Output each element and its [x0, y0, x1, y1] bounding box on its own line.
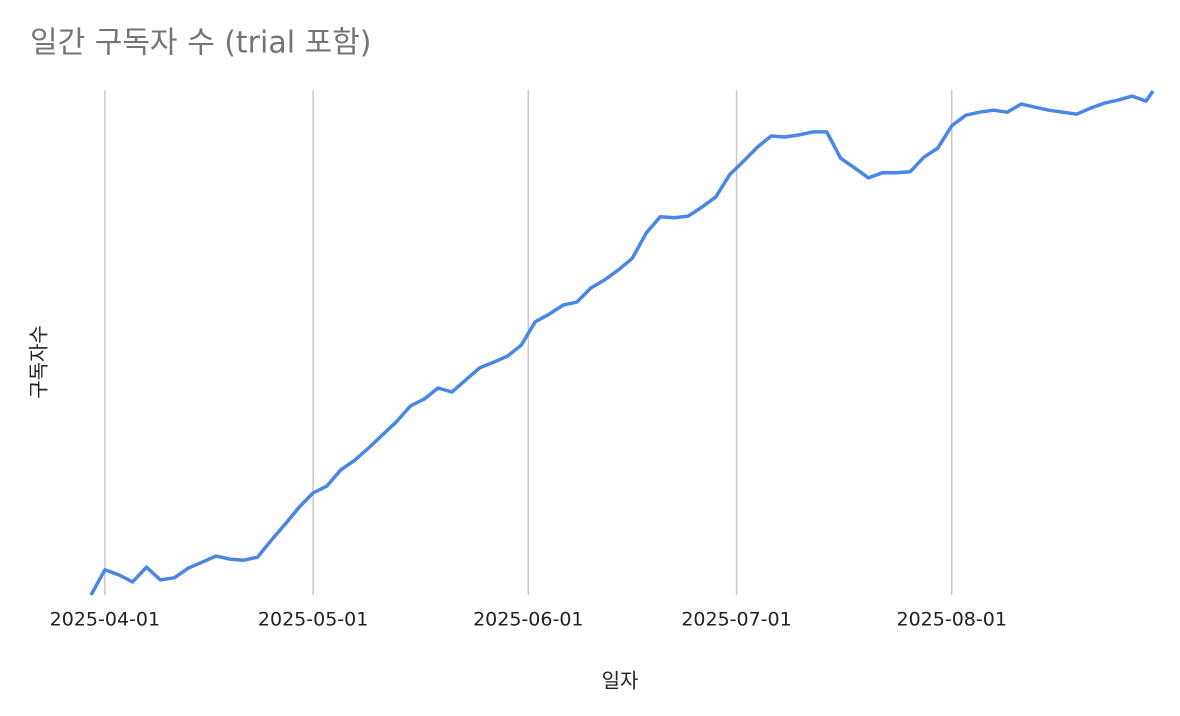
x-axis-label: 일자	[602, 669, 639, 693]
y-axis-label: 구독자수	[27, 325, 51, 399]
x-tick-label: 2025-05-01	[258, 609, 368, 631]
x-tick-label: 2025-08-01	[896, 609, 1006, 631]
line-series	[89, 90, 1155, 596]
x-tick-label: 2025-04-01	[50, 609, 160, 631]
chart-title: 일간 구독자 수 (trial 포함)	[30, 26, 372, 61]
x-tick-label: 2025-07-01	[681, 609, 791, 631]
x-tick-label: 2025-06-01	[473, 609, 583, 631]
